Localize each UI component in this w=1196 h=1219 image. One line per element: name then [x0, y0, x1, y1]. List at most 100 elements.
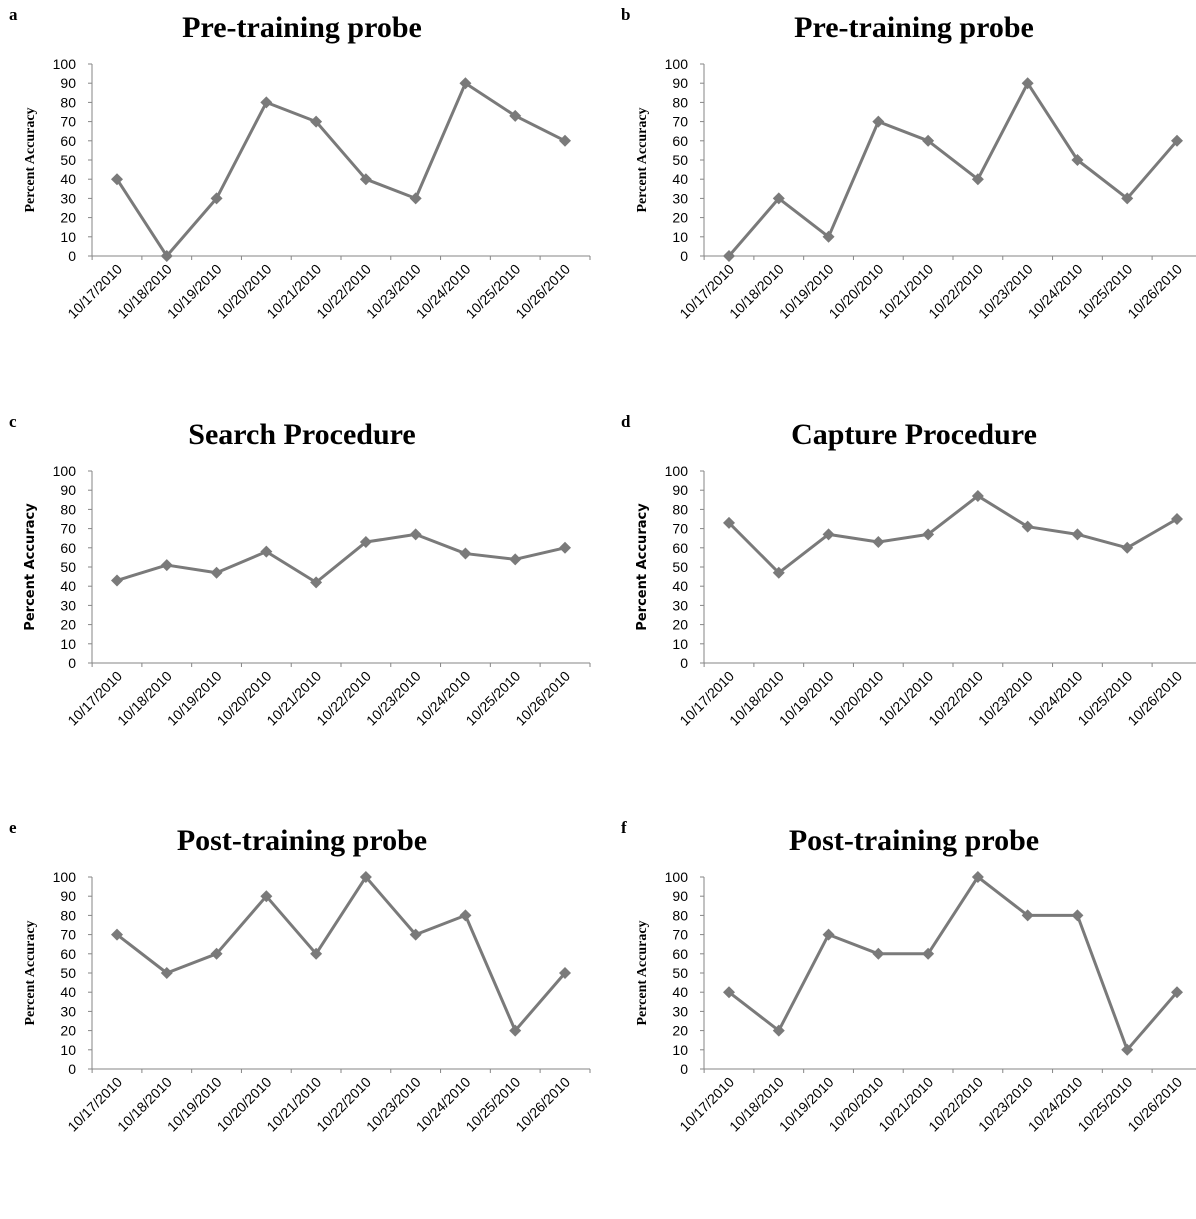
data-point-marker — [1171, 986, 1183, 999]
data-point-marker — [822, 928, 835, 941]
y-tick-label: 30 — [60, 1003, 76, 1019]
data-point-marker — [111, 173, 123, 186]
data-point-marker — [772, 1024, 785, 1037]
y-axis-label: Percent Accuracy — [635, 107, 650, 212]
chart-panel-e: e Post-training probe Percent Accuracy 0 10 2… — [0, 813, 598, 1219]
x-tick-label: 10/26/2010 — [1124, 261, 1185, 322]
y-tick-label: 30 — [60, 190, 76, 206]
y-tick-label: 90 — [60, 482, 76, 498]
y-tick-label: 20 — [60, 210, 76, 226]
y-axis-label: Percent Accuracy — [23, 920, 38, 1025]
data-point-marker — [210, 192, 223, 205]
chart-svg: f Post-training probe Percent Accuracy 0 10 2… — [621, 818, 1196, 1135]
data-point-marker — [160, 967, 173, 979]
y-tick-label: 90 — [672, 888, 688, 904]
chart-title: Pre-training probe — [182, 11, 422, 44]
data-point-marker — [723, 250, 735, 262]
data-point-marker — [559, 541, 571, 554]
y-tick-label: 10 — [60, 229, 76, 245]
y-tick-label: 0 — [68, 655, 76, 671]
y-tick-label: 30 — [672, 190, 688, 206]
data-point-marker — [509, 109, 522, 122]
data-point-marker — [872, 536, 885, 549]
data-point-marker — [459, 77, 472, 90]
y-tick-label: 50 — [60, 559, 76, 575]
y-tick-label: 40 — [60, 984, 76, 1000]
y-tick-label: 100 — [53, 869, 77, 885]
y-tick-label: 0 — [680, 655, 688, 671]
series-line — [728, 875, 1179, 1052]
data-point-marker — [971, 489, 984, 502]
y-tick-label: 10 — [60, 636, 76, 652]
data-point-marker — [922, 528, 935, 541]
y-tick-label: 0 — [68, 248, 76, 264]
y-tick-label: 50 — [60, 152, 76, 168]
y-tick-label: 80 — [672, 907, 688, 923]
data-point-marker — [310, 947, 323, 960]
y-tick-label: 50 — [672, 559, 688, 575]
y-tick-label: 20 — [672, 210, 688, 226]
data-point-marker — [359, 173, 372, 186]
data-point-marker — [111, 574, 123, 587]
chart-panel-b: b Pre-training probe Percent Accuracy 0 10 20… — [612, 0, 1196, 406]
panel-letter: f — [621, 818, 627, 837]
y-tick-label: 70 — [672, 114, 688, 130]
chart-svg: e Post-training probe Percent Accuracy 0 10 2… — [9, 818, 591, 1135]
data-point-marker — [872, 947, 885, 960]
y-tick-label: 90 — [672, 482, 688, 498]
series-line — [116, 875, 567, 1033]
y-tick-label: 40 — [60, 578, 76, 594]
data-point-marker — [1071, 154, 1084, 166]
y-tick-label: 90 — [60, 75, 76, 91]
data-point-marker — [872, 115, 885, 128]
y-tick-label: 70 — [672, 927, 688, 943]
y-tick-label: 40 — [672, 984, 688, 1000]
y-tick-label: 70 — [60, 521, 76, 537]
data-point-marker — [1171, 513, 1183, 525]
y-tick-label: 90 — [60, 888, 76, 904]
data-point-marker — [1021, 520, 1034, 533]
data-point-marker — [409, 192, 422, 205]
y-tick-label: 40 — [672, 171, 688, 187]
y-tick-label: 70 — [672, 521, 688, 537]
series-line — [727, 494, 1178, 575]
y-tick-label: 100 — [665, 56, 689, 72]
data-point-marker — [260, 545, 273, 558]
y-tick-label: 60 — [60, 946, 76, 962]
chart-svg: b Pre-training probe Percent Accuracy 0 10 20… — [621, 5, 1196, 322]
y-tick-label: 0 — [68, 1061, 76, 1077]
data-point-marker — [772, 192, 785, 205]
data-point-marker — [160, 559, 173, 572]
data-point-marker — [210, 947, 223, 960]
chart-title: Post-training probe — [177, 824, 427, 857]
data-point-marker — [111, 928, 123, 941]
y-tick-label: 70 — [60, 927, 76, 943]
data-point-marker — [260, 890, 273, 903]
chart-panel-f: f Post-training probe Percent Accuracy 0 10 2… — [612, 813, 1196, 1219]
x-tick-label: 10/26/2010 — [512, 668, 573, 729]
y-tick-label: 30 — [60, 597, 76, 613]
chart-title: Pre-training probe — [794, 11, 1034, 44]
y-tick-label: 20 — [60, 1023, 76, 1039]
data-point-marker — [409, 928, 422, 941]
y-tick-label: 20 — [672, 1023, 688, 1039]
data-point-marker — [310, 576, 323, 589]
y-axis-label: Percent Accuracy — [23, 107, 38, 212]
y-axis-label: Percent Accuracy — [635, 503, 650, 631]
data-point-marker — [359, 871, 372, 883]
x-tick-label: 10/26/2010 — [512, 1074, 573, 1135]
y-tick-label: 60 — [672, 540, 688, 556]
y-tick-label: 80 — [672, 501, 688, 517]
data-point-marker — [1121, 541, 1134, 554]
chart-panel-c: c Search Procedure Percent Accuracy 0 10 20 30… — [0, 407, 598, 813]
y-tick-label: 70 — [60, 114, 76, 130]
chart-svg: d Capture Procedure Percent Accuracy 0 10 20 3… — [621, 412, 1196, 729]
data-point-marker — [822, 528, 835, 541]
data-point-marker — [559, 967, 571, 979]
y-tick-label: 30 — [672, 1003, 688, 1019]
y-tick-label: 30 — [672, 597, 688, 613]
data-point-marker — [409, 528, 422, 541]
chart-svg: a Pre-training probe Percent Accuracy 0 10 20… — [9, 5, 591, 322]
y-tick-label: 10 — [60, 1042, 76, 1058]
y-tick-label: 50 — [672, 965, 688, 981]
